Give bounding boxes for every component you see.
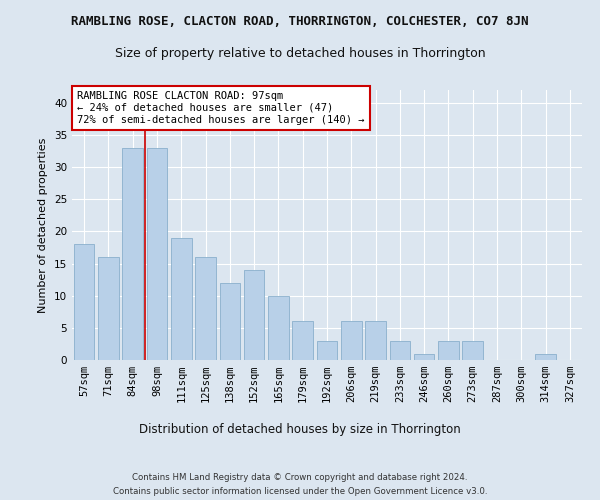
Bar xyxy=(365,322,386,360)
Y-axis label: Number of detached properties: Number of detached properties xyxy=(38,138,49,312)
Bar xyxy=(268,296,289,360)
Bar xyxy=(146,148,167,360)
Bar xyxy=(74,244,94,360)
Bar xyxy=(292,322,313,360)
Text: Distribution of detached houses by size in Thorrington: Distribution of detached houses by size … xyxy=(139,422,461,436)
Text: Contains HM Land Registry data © Crown copyright and database right 2024.: Contains HM Land Registry data © Crown c… xyxy=(132,472,468,482)
Bar xyxy=(535,354,556,360)
Bar xyxy=(171,238,191,360)
Bar xyxy=(244,270,265,360)
Bar xyxy=(122,148,143,360)
Text: RAMBLING ROSE, CLACTON ROAD, THORRINGTON, COLCHESTER, CO7 8JN: RAMBLING ROSE, CLACTON ROAD, THORRINGTON… xyxy=(71,15,529,28)
Text: Contains public sector information licensed under the Open Government Licence v3: Contains public sector information licen… xyxy=(113,488,487,496)
Bar xyxy=(195,257,216,360)
Bar xyxy=(463,340,483,360)
Bar xyxy=(341,322,362,360)
Bar xyxy=(317,340,337,360)
Bar xyxy=(220,283,240,360)
Text: Size of property relative to detached houses in Thorrington: Size of property relative to detached ho… xyxy=(115,48,485,60)
Bar xyxy=(438,340,459,360)
Bar xyxy=(98,257,119,360)
Bar xyxy=(414,354,434,360)
Text: RAMBLING ROSE CLACTON ROAD: 97sqm
← 24% of detached houses are smaller (47)
72% : RAMBLING ROSE CLACTON ROAD: 97sqm ← 24% … xyxy=(77,92,365,124)
Bar xyxy=(389,340,410,360)
